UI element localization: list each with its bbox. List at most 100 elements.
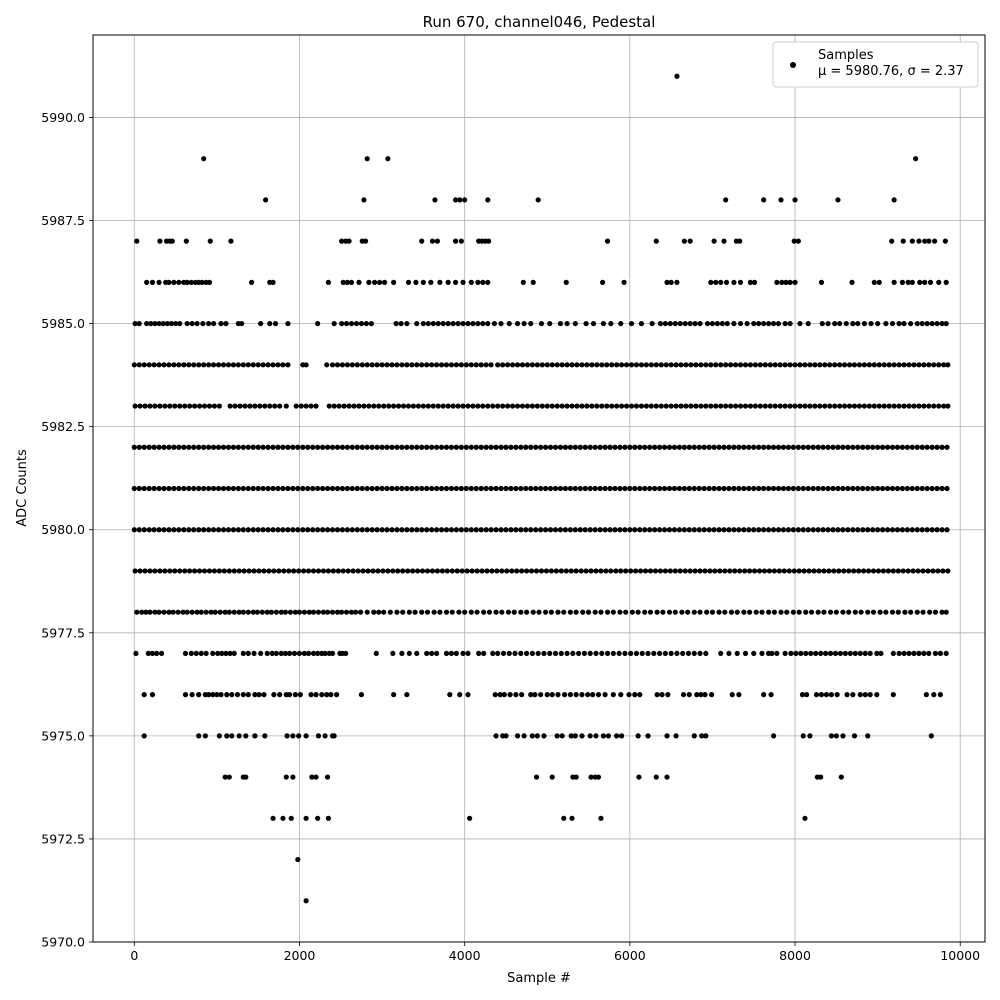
data-point [256,692,262,698]
data-point [240,444,246,450]
data-point [504,568,510,574]
data-point [519,362,526,368]
data-point [816,568,822,574]
data-point [711,444,717,450]
data-point [795,485,801,492]
data-point [899,444,906,450]
data-point [149,650,156,657]
data-point [559,362,565,368]
data-point [473,485,479,492]
data-point [358,609,364,615]
data-point [564,650,570,657]
data-point [573,692,579,698]
data-point [228,238,234,244]
data-point [828,733,834,739]
data-point [439,568,445,574]
data-point [561,609,567,615]
data-point [358,320,365,327]
data-point [896,362,902,368]
data-point [371,609,377,615]
data-point [867,650,873,657]
data-point [686,485,692,492]
data-point [481,650,487,657]
data-point [277,692,283,698]
chart-title: Run 670, channel046, Pedestal [423,13,656,31]
data-point [736,485,742,492]
data-point [453,362,460,368]
data-point [264,609,270,615]
y-tick-label: 5985.0 [41,316,85,331]
data-point [438,527,445,533]
data-point [905,568,911,574]
data-point [206,279,213,285]
data-point [633,650,640,657]
data-point [699,733,705,739]
data-point [505,362,511,368]
data-point [555,609,561,615]
data-point [272,403,278,409]
data-point [339,362,346,368]
data-point [349,485,355,492]
data-point [719,320,725,327]
data-point [371,403,377,409]
data-point [536,609,542,615]
data-point [453,527,460,533]
data-point [265,527,271,533]
data-point [664,774,670,780]
data-point [874,692,880,698]
data-point [574,403,580,409]
data-point [781,568,787,574]
data-point [514,320,521,327]
data-point [681,444,687,450]
data-point [390,650,396,657]
data-point [549,362,555,368]
data-point [493,485,499,492]
data-point [156,362,162,368]
data-point [543,609,549,615]
data-point [243,733,249,739]
data-point [438,485,445,492]
data-point [250,609,256,615]
data-point [513,444,519,450]
data-point [465,692,471,698]
data-point [922,238,928,244]
data-point [880,568,887,574]
data-point [450,403,456,409]
data-point [767,403,773,409]
data-point [944,444,950,450]
data-point [595,692,602,698]
data-point [900,568,906,574]
data-point [664,279,670,285]
data-point [265,444,271,450]
data-point [146,527,152,533]
data-point [852,609,858,615]
data-point [452,197,459,203]
data-point [891,279,897,285]
data-point [201,568,208,574]
data-point [142,568,148,574]
data-point [493,527,499,533]
data-point [230,527,237,533]
data-point [485,279,491,285]
data-point [448,650,455,657]
data-point [943,320,949,327]
data-point [945,362,951,368]
data-point [911,362,917,368]
data-point [865,527,871,533]
data-point [572,733,578,739]
data-point [857,650,863,657]
data-point [657,320,664,327]
data-point [202,733,208,739]
data-point [940,568,946,574]
data-point [600,733,607,739]
data-point [607,444,613,450]
data-point [385,568,391,574]
data-point [424,444,430,450]
data-point [409,485,415,492]
data-point [433,362,440,368]
data-point [255,444,261,450]
data-point [404,320,410,327]
data-point [404,362,410,368]
data-point [687,320,693,327]
data-point [177,403,183,409]
